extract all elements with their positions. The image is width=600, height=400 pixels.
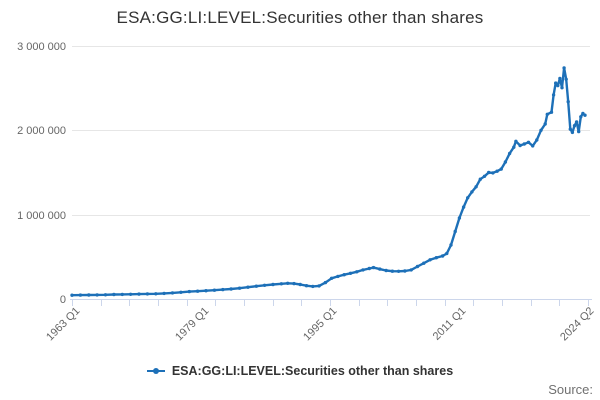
line-marker-icon <box>146 368 165 374</box>
series-line[interactable] <box>70 66 587 297</box>
source-label: Source: <box>548 382 593 397</box>
y-axis-tick-label: 3 000 000 <box>17 40 66 53</box>
legend-item[interactable]: ESA:GG:LI:LEVEL:Securities other than sh… <box>146 364 454 378</box>
legend-series-label: ESA:GG:LI:LEVEL:Securities other than sh… <box>171 364 454 378</box>
y-axis-tick-label: 0 <box>59 293 66 306</box>
series-markers <box>70 66 587 297</box>
legend: ESA:GG:LI:LEVEL:Securities other than sh… <box>0 364 600 378</box>
y-axis-tick-label: 1 000 000 <box>17 209 66 222</box>
chart-title: ESA:GG:LI:LEVEL:Securities other than sh… <box>116 8 484 27</box>
y-axis-tick-label: 2 000 000 <box>17 124 66 137</box>
